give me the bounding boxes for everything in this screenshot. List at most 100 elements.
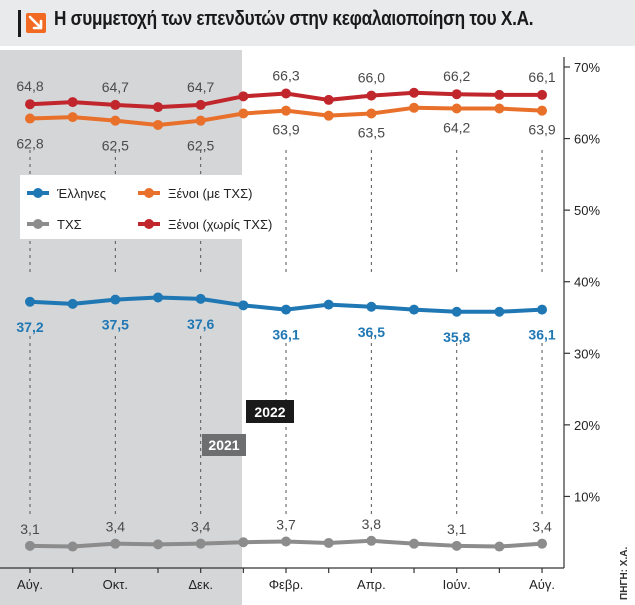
data-point-foreign_with [281, 105, 292, 116]
title-rule [18, 10, 21, 37]
data-point-greeks [238, 300, 249, 311]
x-tick-label: Οκτ. [103, 577, 128, 592]
data-point-foreign_with [409, 102, 420, 113]
data-label-foreign_with: 62,5 [187, 138, 214, 154]
data-point-greeks [281, 304, 292, 315]
data-label-foreign_without: 66,1 [528, 69, 555, 85]
data-label-tks: 3,1 [447, 521, 467, 537]
period-2021-shade [0, 50, 242, 605]
legend-swatch-dot [144, 188, 154, 198]
y-tick-label: 20% [574, 418, 600, 433]
data-point-foreign_with [323, 110, 334, 121]
data-label-greeks: 37,6 [187, 316, 214, 332]
data-point-foreign_without [110, 99, 121, 110]
legend-swatch-dot [33, 219, 43, 229]
data-label-greeks: 36,5 [358, 324, 385, 340]
data-point-greeks [195, 293, 206, 304]
data-point-foreign_without [366, 90, 377, 101]
data-label-greeks: 35,8 [443, 329, 470, 345]
data-point-greeks [409, 304, 420, 315]
data-point-tks [67, 541, 78, 552]
data-point-foreign_without [67, 97, 78, 108]
data-point-greeks [451, 306, 462, 317]
data-label-tks: 3,4 [106, 519, 126, 535]
x-tick-label: Αύγ. [529, 577, 555, 592]
data-point-tks [110, 538, 121, 549]
data-point-greeks [494, 306, 505, 317]
data-label-tks: 3,1 [20, 521, 40, 537]
y-tick-label: 40% [574, 275, 600, 290]
period-label-2022: 2022 [254, 404, 285, 420]
data-point-greeks [323, 299, 334, 310]
data-label-greeks: 37,5 [102, 317, 129, 333]
x-tick-label: Δεκ. [188, 577, 213, 592]
x-tick-label: Ιούν. [443, 577, 471, 592]
data-label-foreign_without: 66,0 [358, 70, 385, 86]
data-point-greeks [110, 294, 121, 305]
data-label-tks: 3,4 [532, 519, 552, 535]
data-point-foreign_with [153, 119, 164, 130]
data-point-greeks [537, 304, 548, 315]
data-point-foreign_without [323, 94, 334, 105]
data-point-tks [494, 541, 505, 552]
data-point-greeks [25, 296, 35, 307]
data-point-foreign_without [25, 99, 35, 110]
data-point-greeks [366, 301, 377, 312]
data-point-foreign_without [494, 89, 505, 100]
legend-swatch-dot [144, 219, 154, 229]
data-label-foreign_with: 62,8 [16, 136, 43, 152]
data-label-tks: 3,8 [362, 516, 382, 532]
data-label-foreign_with: 64,2 [443, 120, 470, 136]
data-point-foreign_with [238, 108, 249, 119]
data-point-foreign_without [153, 102, 164, 113]
data-point-foreign_with [195, 115, 206, 126]
data-point-tks [195, 538, 206, 549]
y-tick-label: 10% [574, 489, 600, 504]
y-tick-label: 50% [574, 203, 600, 218]
period-label-2021: 2021 [208, 437, 239, 453]
data-label-foreign_with: 62,5 [102, 138, 129, 154]
period-label-2022-box [246, 400, 294, 423]
data-point-tks [153, 539, 164, 550]
data-point-foreign_without [409, 87, 420, 98]
data-point-greeks [67, 298, 78, 309]
data-point-foreign_with [451, 103, 462, 114]
data-label-tks: 3,4 [191, 519, 211, 535]
data-point-foreign_with [366, 108, 377, 119]
chart-title: Η συμμετοχή των επενδυτών στην κεφαλαιοπ… [54, 8, 534, 30]
data-point-tks [451, 540, 462, 551]
y-tick-label: 30% [574, 346, 600, 361]
data-label-foreign_without: 66,2 [443, 68, 470, 84]
data-point-foreign_without [537, 89, 548, 100]
legend-label-tks: ΤΧΣ [57, 217, 82, 232]
x-tick-label: Φεβρ. [269, 577, 304, 592]
data-label-foreign_with: 63,5 [358, 125, 385, 141]
data-point-tks [409, 538, 420, 549]
data-point-foreign_without [451, 89, 462, 100]
x-tick-label: Αύγ. [17, 577, 43, 592]
data-label-greeks: 37,2 [16, 319, 43, 335]
title-bar: Η συμμετοχή των επενδυτών στην κεφαλαιοπ… [0, 0, 635, 46]
data-point-foreign_without [195, 99, 206, 110]
x-tick-label: Απρ. [357, 577, 386, 592]
data-label-foreign_with: 63,9 [272, 122, 299, 138]
legend-label-foreign_with: Ξένοι (με ΤΧΣ) [168, 186, 252, 201]
legend-label-greeks: Έλληνες [56, 186, 106, 201]
data-label-foreign_without: 66,3 [272, 67, 299, 83]
data-point-tks [25, 540, 35, 551]
period-label-2021-box [202, 434, 246, 456]
title-background [0, 0, 635, 46]
data-point-foreign_without [281, 88, 292, 99]
y-tick-label: 70% [574, 60, 600, 75]
data-label-tks: 3,7 [276, 517, 296, 533]
data-point-tks [323, 537, 334, 548]
data-point-foreign_without [238, 91, 249, 102]
data-label-foreign_without: 64,7 [102, 79, 129, 95]
data-point-tks [238, 537, 249, 548]
trend-arrow-icon [28, 15, 43, 30]
data-point-greeks [153, 292, 164, 303]
source-label: ΠΗΓΗ: Χ.Α. [619, 547, 630, 600]
data-point-foreign_with [537, 105, 548, 116]
